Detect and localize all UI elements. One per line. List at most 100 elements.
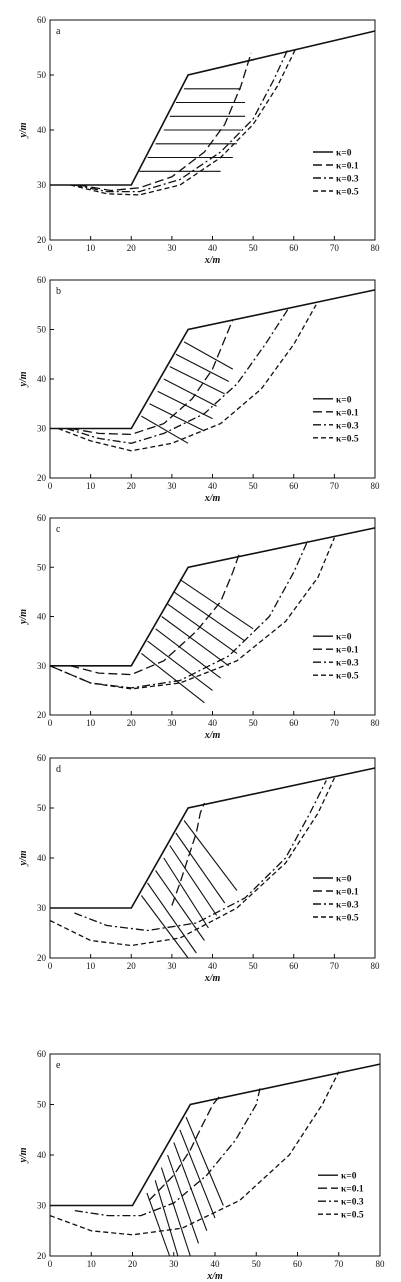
x-tick-label: 10 xyxy=(86,718,96,728)
x-tick-label: 80 xyxy=(371,961,381,971)
slope-profile-line xyxy=(50,289,376,430)
x-tick-label: 70 xyxy=(330,243,340,253)
slice-line xyxy=(141,652,205,704)
slip-surface-line-3 xyxy=(49,1071,340,1236)
y-tick-label: 40 xyxy=(37,125,47,135)
slip-surface-line-1 xyxy=(148,1096,220,1201)
chart-panel-d: 0 10 20 30 40 50 60 70 80 20 30 40 50 60 x/m y/m d κ=0 κ=0… xyxy=(18,753,381,984)
panel-label: b xyxy=(56,286,61,297)
panel-label: c xyxy=(56,524,61,535)
slice-line xyxy=(175,832,226,904)
y-tick-label: 30 xyxy=(37,661,47,671)
y-tick-label: 20 xyxy=(37,953,47,963)
slip-surface-line-1 xyxy=(70,554,240,676)
x-tick-label: 70 xyxy=(330,961,340,971)
legend-label: κ=0.5 xyxy=(336,672,359,682)
legend-label: κ=0.5 xyxy=(336,188,359,198)
chart-panel-e: 0 10 20 30 40 50 60 70 80 20 30 40 50 60 x/m y/m e κ=0 κ=0… xyxy=(18,1049,385,1282)
legend-label: κ=0 xyxy=(336,633,352,643)
x-tick-label: 10 xyxy=(86,961,96,971)
legend-label: κ=0.5 xyxy=(336,434,359,444)
slip-surface-line-2 xyxy=(74,1086,262,1217)
legend-label: κ=0.1 xyxy=(336,408,359,418)
chart-panel-c: 0 10 20 30 40 50 60 70 80 20 30 40 50 60 x/m y/m c κ=0 κ=0… xyxy=(18,513,381,741)
y-tick-label: 50 xyxy=(37,70,47,80)
slope-profile-line xyxy=(50,767,376,909)
x-tick-label: 80 xyxy=(371,718,381,728)
panel-label: a xyxy=(56,26,61,37)
y-tick-label: 50 xyxy=(37,1100,47,1110)
slice-line xyxy=(183,820,238,891)
slip-surface-line-3 xyxy=(49,537,336,690)
chart-panel-a: 0 10 20 30 40 50 60 70 80 20 30 40 50 60 x/m y/m a κ=0 κ=0… xyxy=(18,15,381,266)
y-axis-label: y/m xyxy=(18,609,29,625)
slice-line xyxy=(147,882,197,954)
y-tick-label: 40 xyxy=(37,374,47,384)
legend-label: κ=0.3 xyxy=(336,901,359,911)
x-axis-label: x/m xyxy=(204,255,221,266)
x-tick-label: 70 xyxy=(330,481,340,491)
x-tick-label: 50 xyxy=(249,718,259,728)
slope-profile-line xyxy=(50,1063,381,1207)
x-tick-label: 50 xyxy=(252,1259,262,1269)
slice-line xyxy=(154,1180,179,1257)
slice-line xyxy=(161,616,230,667)
x-tick-label: 20 xyxy=(127,718,137,728)
x-tick-label: 40 xyxy=(208,481,218,491)
x-tick-label: 40 xyxy=(208,718,218,728)
x-tick-label: 50 xyxy=(249,961,259,971)
y-tick-label: 60 xyxy=(37,275,47,285)
slice-line xyxy=(147,640,213,691)
slice-line xyxy=(169,845,218,916)
x-tick-label: 30 xyxy=(167,243,177,253)
x-tick-label: 40 xyxy=(211,1259,221,1269)
y-tick-label: 20 xyxy=(37,1251,47,1261)
slice-line xyxy=(175,353,230,382)
y-tick-label: 50 xyxy=(37,325,47,335)
panel-label: d xyxy=(56,764,61,775)
slice-line xyxy=(179,1129,216,1219)
slice-line xyxy=(169,366,225,395)
x-tick-label: 80 xyxy=(371,243,381,253)
slip-surface-line-3 xyxy=(57,304,317,452)
x-tick-label: 30 xyxy=(167,961,177,971)
slice-line xyxy=(185,1116,224,1206)
slice-line xyxy=(163,857,209,929)
y-tick-label: 20 xyxy=(37,710,47,720)
slice-line xyxy=(141,415,189,444)
x-axis-label: x/m xyxy=(204,973,221,984)
x-tick-label: 10 xyxy=(86,243,96,253)
slice-line xyxy=(167,603,238,654)
legend-label: κ=0.1 xyxy=(336,162,359,172)
legend-label: κ=0.3 xyxy=(336,659,359,669)
y-tick-label: 40 xyxy=(37,853,47,863)
legend-label: κ=0.1 xyxy=(341,1185,364,1195)
y-tick-label: 60 xyxy=(37,753,47,763)
panel-label: e xyxy=(56,1060,61,1071)
y-tick-label: 50 xyxy=(37,803,47,813)
x-tick-label: 20 xyxy=(127,961,137,971)
slope-profile-line xyxy=(50,30,376,186)
y-tick-label: 30 xyxy=(37,424,47,434)
x-tick-label: 60 xyxy=(293,1259,303,1269)
x-tick-label: 10 xyxy=(87,1259,97,1269)
legend-label: κ=0.3 xyxy=(336,421,359,431)
y-tick-label: 40 xyxy=(37,612,47,622)
x-tick-label: 40 xyxy=(208,243,218,253)
x-axis-label: x/m xyxy=(206,1271,223,1282)
chart-panel-b: 0 10 20 30 40 50 60 70 80 20 30 40 50 60 x/m y/m b κ=0 κ=0… xyxy=(18,275,380,504)
legend-label: κ=0 xyxy=(336,395,352,405)
y-axis-label: y/m xyxy=(18,1147,29,1163)
slice-line xyxy=(173,1142,208,1231)
x-tick-label: 60 xyxy=(289,718,299,728)
y-tick-label: 30 xyxy=(37,1201,47,1211)
slice-line xyxy=(183,341,234,370)
legend-label: κ=0.3 xyxy=(341,1198,364,1208)
x-tick-label: 70 xyxy=(334,1259,344,1269)
plot-frame xyxy=(49,279,376,479)
x-tick-label: 40 xyxy=(208,961,218,971)
legend-label: κ=0.1 xyxy=(336,646,359,656)
slip-surface-line-2 xyxy=(74,49,289,193)
legend-label: κ=0.5 xyxy=(336,914,359,924)
